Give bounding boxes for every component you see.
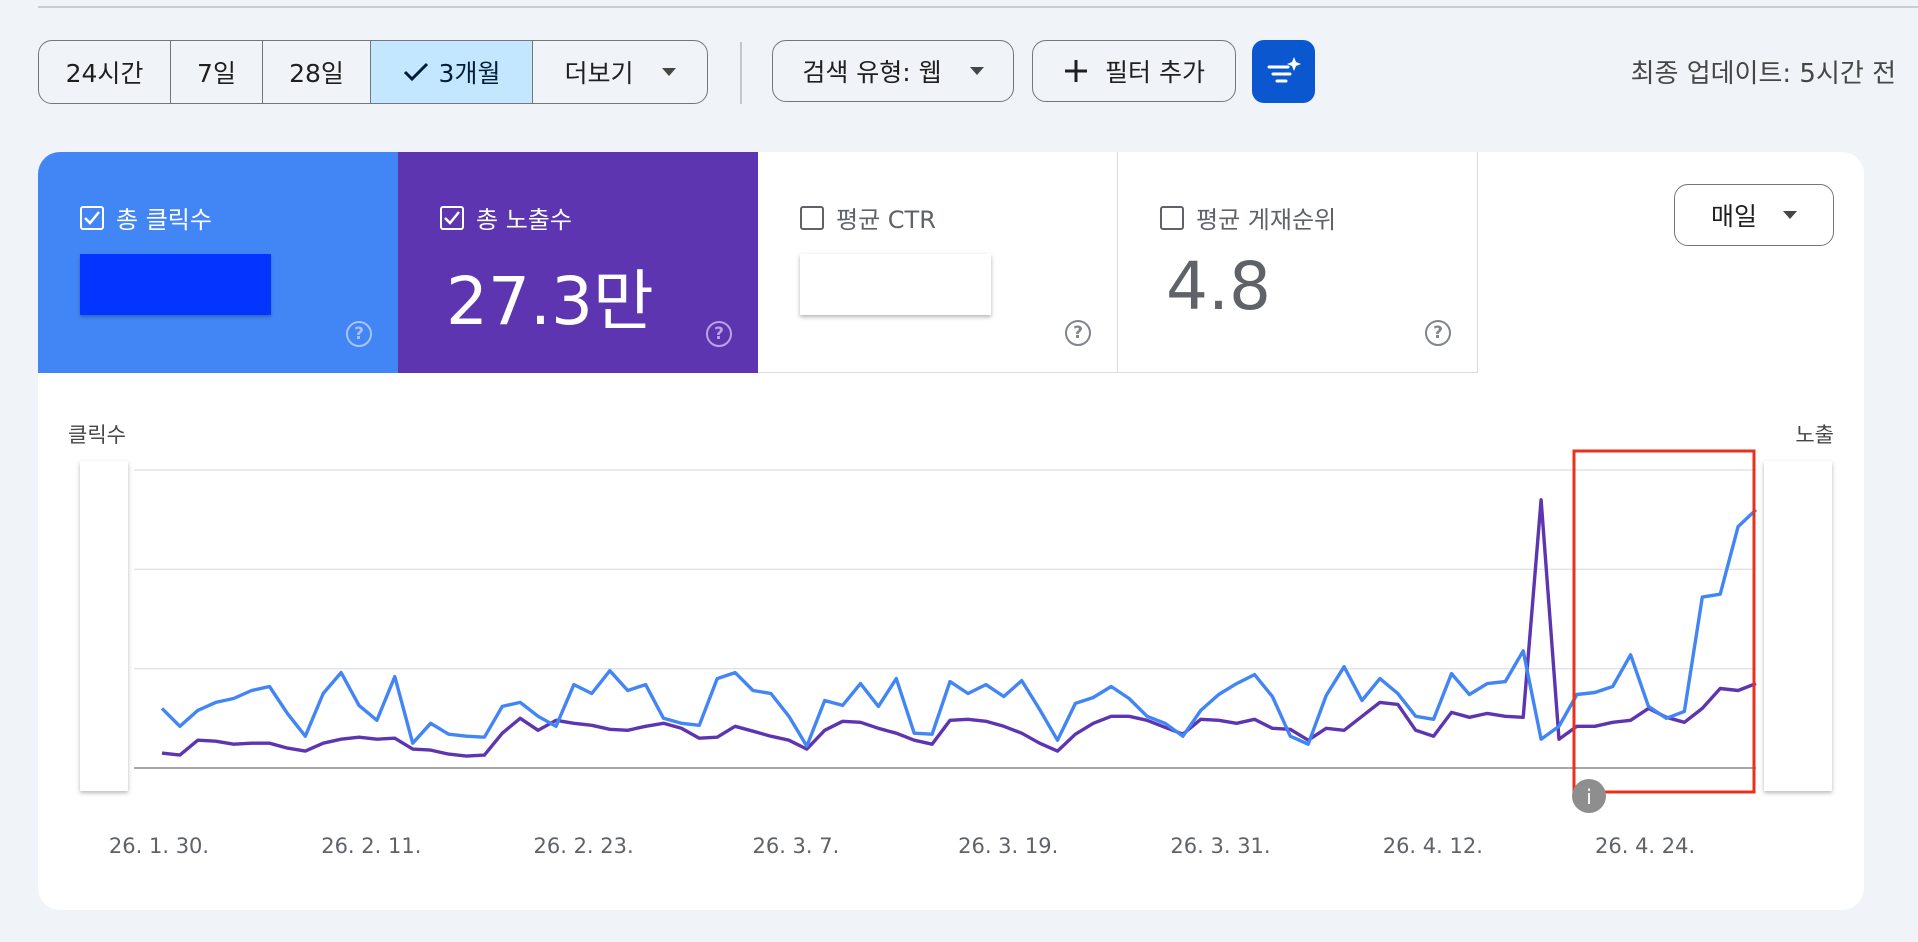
metric-impressions-value: 27.3만 (446, 263, 654, 340)
chart-gridlines (134, 469, 1756, 769)
range-3m-button[interactable]: 3개월 (371, 41, 533, 103)
chevron-down-icon (1783, 211, 1797, 219)
x-tick-label: 26. 4. 24. (1595, 834, 1695, 858)
x-tick-label: 26. 4. 12. (1383, 834, 1483, 858)
left-axis-panel (80, 461, 128, 791)
range-7d-label: 7일 (197, 59, 236, 88)
range-3m-label: 3개월 (438, 59, 501, 88)
series-impressions-line[interactable] (161, 498, 1757, 758)
metric-ctr-label: 평균 CTR (836, 206, 936, 234)
range-28d-label: 28일 (289, 59, 344, 88)
check-icon (403, 62, 428, 82)
chevron-down-icon (661, 68, 676, 76)
redacted-value (800, 254, 991, 315)
right-axis-label: 노출 (1795, 423, 1834, 447)
top-divider (38, 6, 1918, 8)
x-axis-ticks: 26. 1. 30. 26. 2. 11. 26. 2. 23. 26. 3. 7. 2… (109, 834, 1695, 858)
series-clicks-line[interactable] (160, 508, 1758, 748)
x-tick-label: 26. 3. 31. (1170, 834, 1270, 858)
metric-clicks-label: 총 클릭수 (116, 206, 212, 234)
performance-chart: 클릭수 노출 26. 1. 30. 26. 2. 11. 26. 2. 23. 26.… (68, 423, 1834, 858)
granularity-dropdown[interactable]: 매일 (1674, 184, 1834, 246)
help-icon[interactable]: ? (1425, 320, 1451, 346)
more-ranges-label: 더보기 (564, 59, 634, 88)
x-tick-label: 26. 3. 19. (958, 834, 1058, 858)
checkbox-unchecked-icon[interactable] (1160, 205, 1184, 230)
metric-position-label: 평균 게재순위 (1196, 206, 1337, 234)
x-tick-label: 26. 2. 11. (321, 834, 421, 858)
x-tick-label: 26. 1. 30. (109, 834, 209, 858)
granularity-label: 매일 (1710, 202, 1757, 231)
help-icon[interactable]: ? (706, 321, 732, 347)
right-axis-panel (1764, 461, 1832, 791)
checkbox-checked-icon[interactable] (80, 205, 104, 230)
add-filter-button[interactable]: 필터 추가 (1032, 40, 1236, 102)
search-type-dropdown[interactable]: 검색 유형: 웹 (772, 40, 1014, 102)
metric-position[interactable]: 평균 게재순위 4.8 ? (1118, 152, 1478, 373)
metric-position-value: 4.8 (1166, 248, 1271, 325)
metric-clicks[interactable]: 총 클릭수 ? (38, 152, 398, 373)
more-ranges-button[interactable]: 더보기 (533, 41, 707, 103)
annotation-marker-icon: i (1586, 785, 1592, 809)
chevron-down-icon (969, 67, 984, 75)
metric-impressions[interactable]: 총 노출수 27.3만 ? (398, 152, 758, 373)
x-tick-label: 26. 3. 7. (752, 834, 839, 858)
range-7d-button[interactable]: 7일 (171, 41, 263, 103)
redacted-value (80, 254, 271, 315)
plus-icon (1065, 60, 1088, 82)
range-24h-button[interactable]: 24시간 (39, 41, 171, 103)
chart-series (160, 498, 1758, 758)
metric-ctr[interactable]: 평균 CTR ? (758, 152, 1118, 373)
add-filter-label: 필터 추가 (1105, 58, 1205, 87)
help-icon[interactable]: ? (1065, 320, 1091, 346)
x-tick-label: 26. 2. 23. (534, 834, 634, 858)
ai-filter-button[interactable] (1252, 40, 1315, 103)
search-type-label: 검색 유형: 웹 (802, 58, 942, 87)
toolbar-divider (740, 42, 742, 104)
checkbox-checked-icon[interactable] (440, 205, 464, 230)
metric-impressions-label: 총 노출수 (476, 206, 572, 234)
sparkle-filter-icon (1267, 56, 1301, 82)
last-updated-text: 최종 업데이트: 5시간 전 (1630, 59, 1896, 89)
date-range-selector: 24시간 7일 28일 3개월 더보기 (38, 40, 708, 104)
range-28d-button[interactable]: 28일 (263, 41, 371, 103)
range-24h-label: 24시간 (65, 59, 144, 88)
annotation-marker[interactable]: i (1572, 779, 1606, 813)
checkbox-unchecked-icon[interactable] (800, 205, 824, 230)
left-axis-label: 클릭수 (68, 423, 126, 447)
highlight-box (1572, 449, 1756, 794)
performance-card: 총 클릭수 ? 총 노출수 27.3만 ? 평균 CTR ? 평균 게재순위 4… (38, 152, 1864, 910)
help-icon[interactable]: ? (346, 321, 372, 347)
